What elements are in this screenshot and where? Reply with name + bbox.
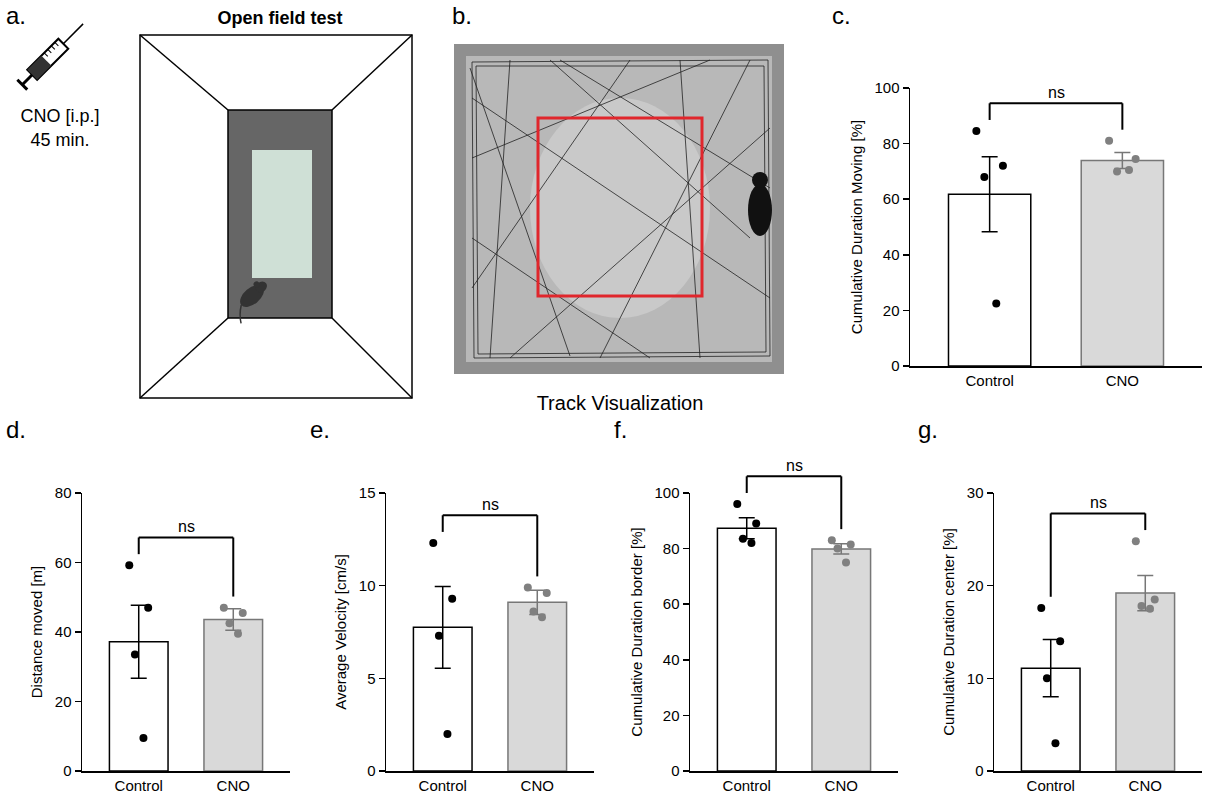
html-text:c.: c.	[832, 2, 851, 29]
svg-text:20: 20	[883, 302, 900, 319]
html-text:e.: e.	[310, 416, 330, 443]
svg-text:80: 80	[883, 135, 900, 152]
svg-text:Control: Control	[115, 777, 163, 794]
svg-text:Cumulative Duration border [%]: Cumulative Duration border [%]	[628, 527, 645, 736]
svg-text:Open field test: Open field test	[217, 8, 342, 28]
svg-text:0: 0	[891, 357, 899, 374]
svg-text:CNO: CNO	[521, 777, 554, 794]
svg-text:40: 40	[663, 651, 680, 668]
svg-text:80: 80	[55, 484, 72, 501]
svg-text:Cumulative Duration center [%]: Cumulative Duration center [%]	[940, 528, 957, 736]
svg-text:Control: Control	[965, 372, 1013, 389]
html-text:a.: a.	[6, 2, 26, 29]
svg-text:20: 20	[967, 577, 984, 594]
svg-text:ns: ns	[1090, 494, 1107, 511]
svg-text:60: 60	[883, 190, 900, 207]
svg-text:20: 20	[55, 693, 72, 710]
svg-text:40: 40	[883, 246, 900, 263]
svg-text:Track Visualization: Track Visualization	[537, 392, 704, 414]
svg-text:15: 15	[359, 484, 376, 501]
svg-text:20: 20	[663, 707, 680, 724]
svg-text:80: 80	[663, 540, 680, 557]
html-text:g.: g.	[918, 416, 938, 443]
svg-text:0: 0	[975, 762, 983, 779]
svg-text:Control: Control	[1027, 777, 1075, 794]
html-text:d.: d.	[6, 416, 26, 443]
svg-text:10: 10	[359, 577, 376, 594]
svg-text:0: 0	[63, 762, 71, 779]
svg-text:CNO: CNO	[1129, 777, 1162, 794]
svg-text:Cumulative Duration Moving [%]: Cumulative Duration Moving [%]	[848, 120, 865, 334]
svg-text:ns: ns	[178, 518, 195, 535]
svg-text:ns: ns	[482, 496, 499, 513]
svg-text:CNO [i.p.]: CNO [i.p.]	[20, 106, 99, 126]
svg-text:60: 60	[55, 554, 72, 571]
svg-text:CNO: CNO	[217, 777, 250, 794]
svg-text:Distance moved [m]: Distance moved [m]	[28, 566, 45, 699]
svg-text:5: 5	[367, 670, 375, 687]
svg-text:Control: Control	[419, 777, 467, 794]
svg-text:CNO: CNO	[1106, 372, 1139, 389]
svg-text:CNO: CNO	[825, 777, 858, 794]
svg-text:10: 10	[967, 670, 984, 687]
svg-text:Control: Control	[723, 777, 771, 794]
svg-text:100: 100	[874, 79, 899, 96]
svg-text:0: 0	[671, 762, 679, 779]
svg-text:0: 0	[367, 762, 375, 779]
svg-text:100: 100	[654, 484, 679, 501]
svg-text:30: 30	[967, 484, 984, 501]
svg-text:ns: ns	[786, 457, 803, 474]
html-text:b.: b.	[452, 2, 472, 29]
html-text:f.: f.	[614, 416, 628, 443]
svg-text:ns: ns	[1048, 84, 1065, 101]
svg-text:40: 40	[55, 623, 72, 640]
svg-text:45 min.: 45 min.	[30, 130, 89, 150]
svg-text:Average Velocity [cm/s]: Average Velocity [cm/s]	[332, 554, 349, 710]
svg-text:60: 60	[663, 595, 680, 612]
